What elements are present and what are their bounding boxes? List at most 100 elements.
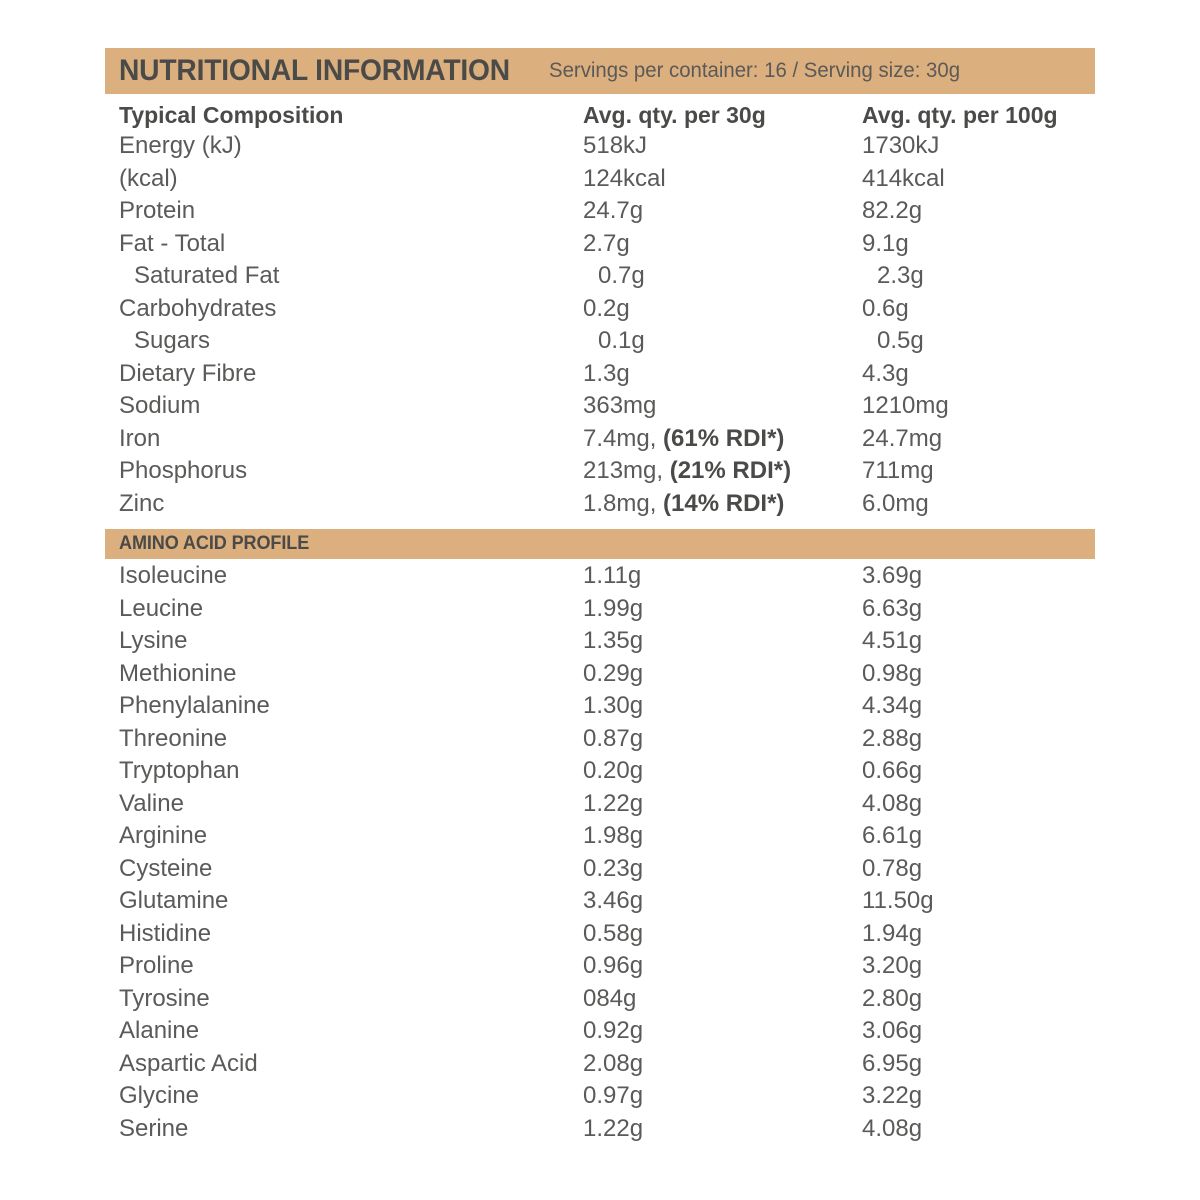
- nutrient-name: Sodium: [119, 392, 201, 419]
- value-per-serving: 2.08g: [583, 1049, 644, 1077]
- value-per-100g: 1.94g: [862, 919, 923, 947]
- value-per-100g: 2.80g: [862, 984, 923, 1012]
- rdi-percentage: (61% RDI*): [663, 424, 785, 452]
- value-per-100g: 9.1g: [862, 229, 909, 257]
- value-per-100g: 11.50g: [862, 887, 934, 914]
- value-per-serving: 24.7g: [583, 197, 644, 224]
- value-amount: 7.4mg,: [583, 424, 664, 452]
- table-row: Phosphorus 213mg, (21% RDI*) 711mg: [119, 457, 1095, 490]
- value-per-100g: 6.95g: [862, 1049, 923, 1077]
- nutrient-name: Leucine: [119, 594, 204, 622]
- value-per-100g: 0.6g: [862, 294, 909, 322]
- nutrient-name: Carbohydrates: [119, 294, 277, 322]
- table-row: Carbohydrates 0.2g 0.6g: [119, 295, 1095, 328]
- table-row: Serine 1.22g 4.08g: [119, 1115, 1095, 1148]
- nutrient-name: Glutamine: [119, 887, 229, 914]
- value-per-serving: 3.46g: [583, 887, 644, 914]
- rdi-percentage: (21% RDI*): [669, 457, 792, 484]
- table-row: Lysine 1.35g 4.51g: [119, 627, 1095, 660]
- value-per-serving: 1.3g: [583, 359, 630, 387]
- table-row: Isoleucine 1.11g 3.69g: [119, 562, 1095, 595]
- table-row: Protein 24.7g 82.2g: [119, 197, 1095, 230]
- value-per-serving: 0.20g: [583, 757, 644, 784]
- serving-info: Servings per container: 16 / Serving siz…: [548, 59, 960, 82]
- nutrient-name: Tyrosine: [119, 984, 210, 1012]
- nutrient-name: Arginine: [119, 822, 208, 849]
- nutrient-name: Glycine: [119, 1082, 200, 1109]
- value-per-serving: 0.87g: [583, 724, 644, 752]
- value-per-100g: 3.22g: [862, 1082, 923, 1109]
- table-row: Leucine 1.99g 6.63g: [119, 595, 1095, 628]
- table-row: Histidine 0.58g 1.94g: [119, 920, 1095, 953]
- table-row: Proline 0.96g 3.20g: [119, 952, 1095, 985]
- table-row: Threonine 0.87g 2.88g: [119, 725, 1095, 758]
- table-row: Arginine 1.98g 6.61g: [119, 822, 1095, 855]
- nutrient-name: Threonine: [119, 724, 228, 752]
- value-per-100g: 6.61g: [862, 822, 923, 849]
- value-per-serving: 0.2g: [583, 294, 630, 322]
- nutrient-name: Tryptophan: [119, 757, 240, 784]
- amino-acid-section-label: AMINO ACID PROFILE: [119, 533, 310, 554]
- value-per-serving: 0.97g: [583, 1082, 644, 1109]
- table-row: Methionine 0.29g 0.98g: [119, 660, 1095, 693]
- table-row: Fat - Total 2.7g 9.1g: [119, 230, 1095, 263]
- table-row: Tryptophan 0.20g 0.66g: [119, 757, 1095, 790]
- nutrient-name: Isoleucine: [119, 562, 228, 589]
- value-per-serving: 124kcal: [583, 164, 666, 192]
- value-per-100g: 0.5g: [877, 327, 924, 354]
- value-per-100g: 2.88g: [862, 724, 923, 752]
- table-row: Sugars 0.1g 0.5g: [119, 327, 1095, 360]
- value-per-100g: 711mg: [862, 457, 934, 484]
- value-per-serving: 1.8mg, (14% RDI*): [583, 490, 862, 518]
- value-per-100g: 4.34g: [862, 692, 923, 719]
- nutrient-name: Energy (kJ): [119, 132, 242, 159]
- table-row: Energy (kJ) 518kJ 1730kJ: [119, 132, 1095, 165]
- value-per-100g: 4.08g: [862, 789, 923, 817]
- value-per-serving: 2.7g: [583, 229, 630, 257]
- value-per-serving: 1.35g: [583, 627, 644, 654]
- value-per-100g: 0.66g: [862, 757, 923, 784]
- nutrient-name: Aspartic Acid: [119, 1049, 258, 1077]
- table-row: Dietary Fibre 1.3g 4.3g: [119, 360, 1095, 393]
- value-per-serving: 084g: [583, 984, 637, 1012]
- value-per-100g: 3.20g: [862, 952, 923, 979]
- nutrient-name: Methionine: [119, 659, 237, 687]
- value-per-100g: 4.51g: [862, 627, 923, 654]
- table-row: Glutamine 3.46g 11.50g: [119, 887, 1095, 920]
- nutrient-name: Protein: [119, 197, 196, 224]
- value-per-100g: 6.63g: [862, 594, 923, 622]
- table-row: Alanine 0.92g 3.06g: [119, 1017, 1095, 1050]
- value-per-serving: 363mg: [583, 392, 657, 419]
- value-per-100g: 414kcal: [862, 164, 945, 192]
- value-per-100g: 0.98g: [862, 659, 923, 687]
- value-per-100g: 82.2g: [862, 197, 923, 224]
- nutrient-name: Lysine: [119, 627, 188, 654]
- nutrition-panel: NUTRITIONAL INFORMATION Servings per con…: [105, 48, 1095, 1147]
- nutrient-name: Proline: [119, 952, 194, 979]
- column-header-row: Typical Composition Avg. qty. per 30g Av…: [105, 102, 1095, 129]
- table-row: Iron 7.4mg, (61% RDI*) 24.7mg: [119, 425, 1095, 458]
- nutrient-name: Iron: [119, 424, 161, 452]
- nutrient-name: Serine: [119, 1114, 189, 1142]
- nutrient-name: Phenylalanine: [119, 692, 270, 719]
- value-per-serving: 0.7g: [598, 262, 645, 289]
- value-per-serving: 0.58g: [583, 919, 644, 947]
- nutrient-name: Cysteine: [119, 854, 213, 882]
- table-row: Glycine 0.97g 3.22g: [119, 1082, 1095, 1115]
- table-row: Zinc 1.8mg, (14% RDI*) 6.0mg: [119, 490, 1095, 523]
- nutrient-name: Dietary Fibre: [119, 359, 257, 387]
- value-per-100g: 1730kJ: [862, 132, 940, 159]
- value-per-serving: 0.92g: [583, 1017, 644, 1044]
- value-per-100g: 24.7mg: [862, 424, 943, 452]
- nutrient-name: Sugars: [134, 327, 211, 354]
- table-row: Valine 1.22g 4.08g: [119, 790, 1095, 823]
- value-per-100g: 0.78g: [862, 854, 923, 882]
- value-per-serving: 518kJ: [583, 132, 648, 159]
- table-row: Cysteine 0.23g 0.78g: [119, 855, 1095, 888]
- nutrient-name: Alanine: [119, 1017, 200, 1044]
- nutrition-header-bar: NUTRITIONAL INFORMATION Servings per con…: [105, 48, 1095, 94]
- column-header-per-100g: Avg. qty. per 100g: [862, 102, 1058, 128]
- table-row: (kcal) 124kcal 414kcal: [119, 165, 1095, 198]
- nutrient-name: Zinc: [119, 489, 165, 517]
- nutrient-name: Saturated Fat: [134, 262, 280, 289]
